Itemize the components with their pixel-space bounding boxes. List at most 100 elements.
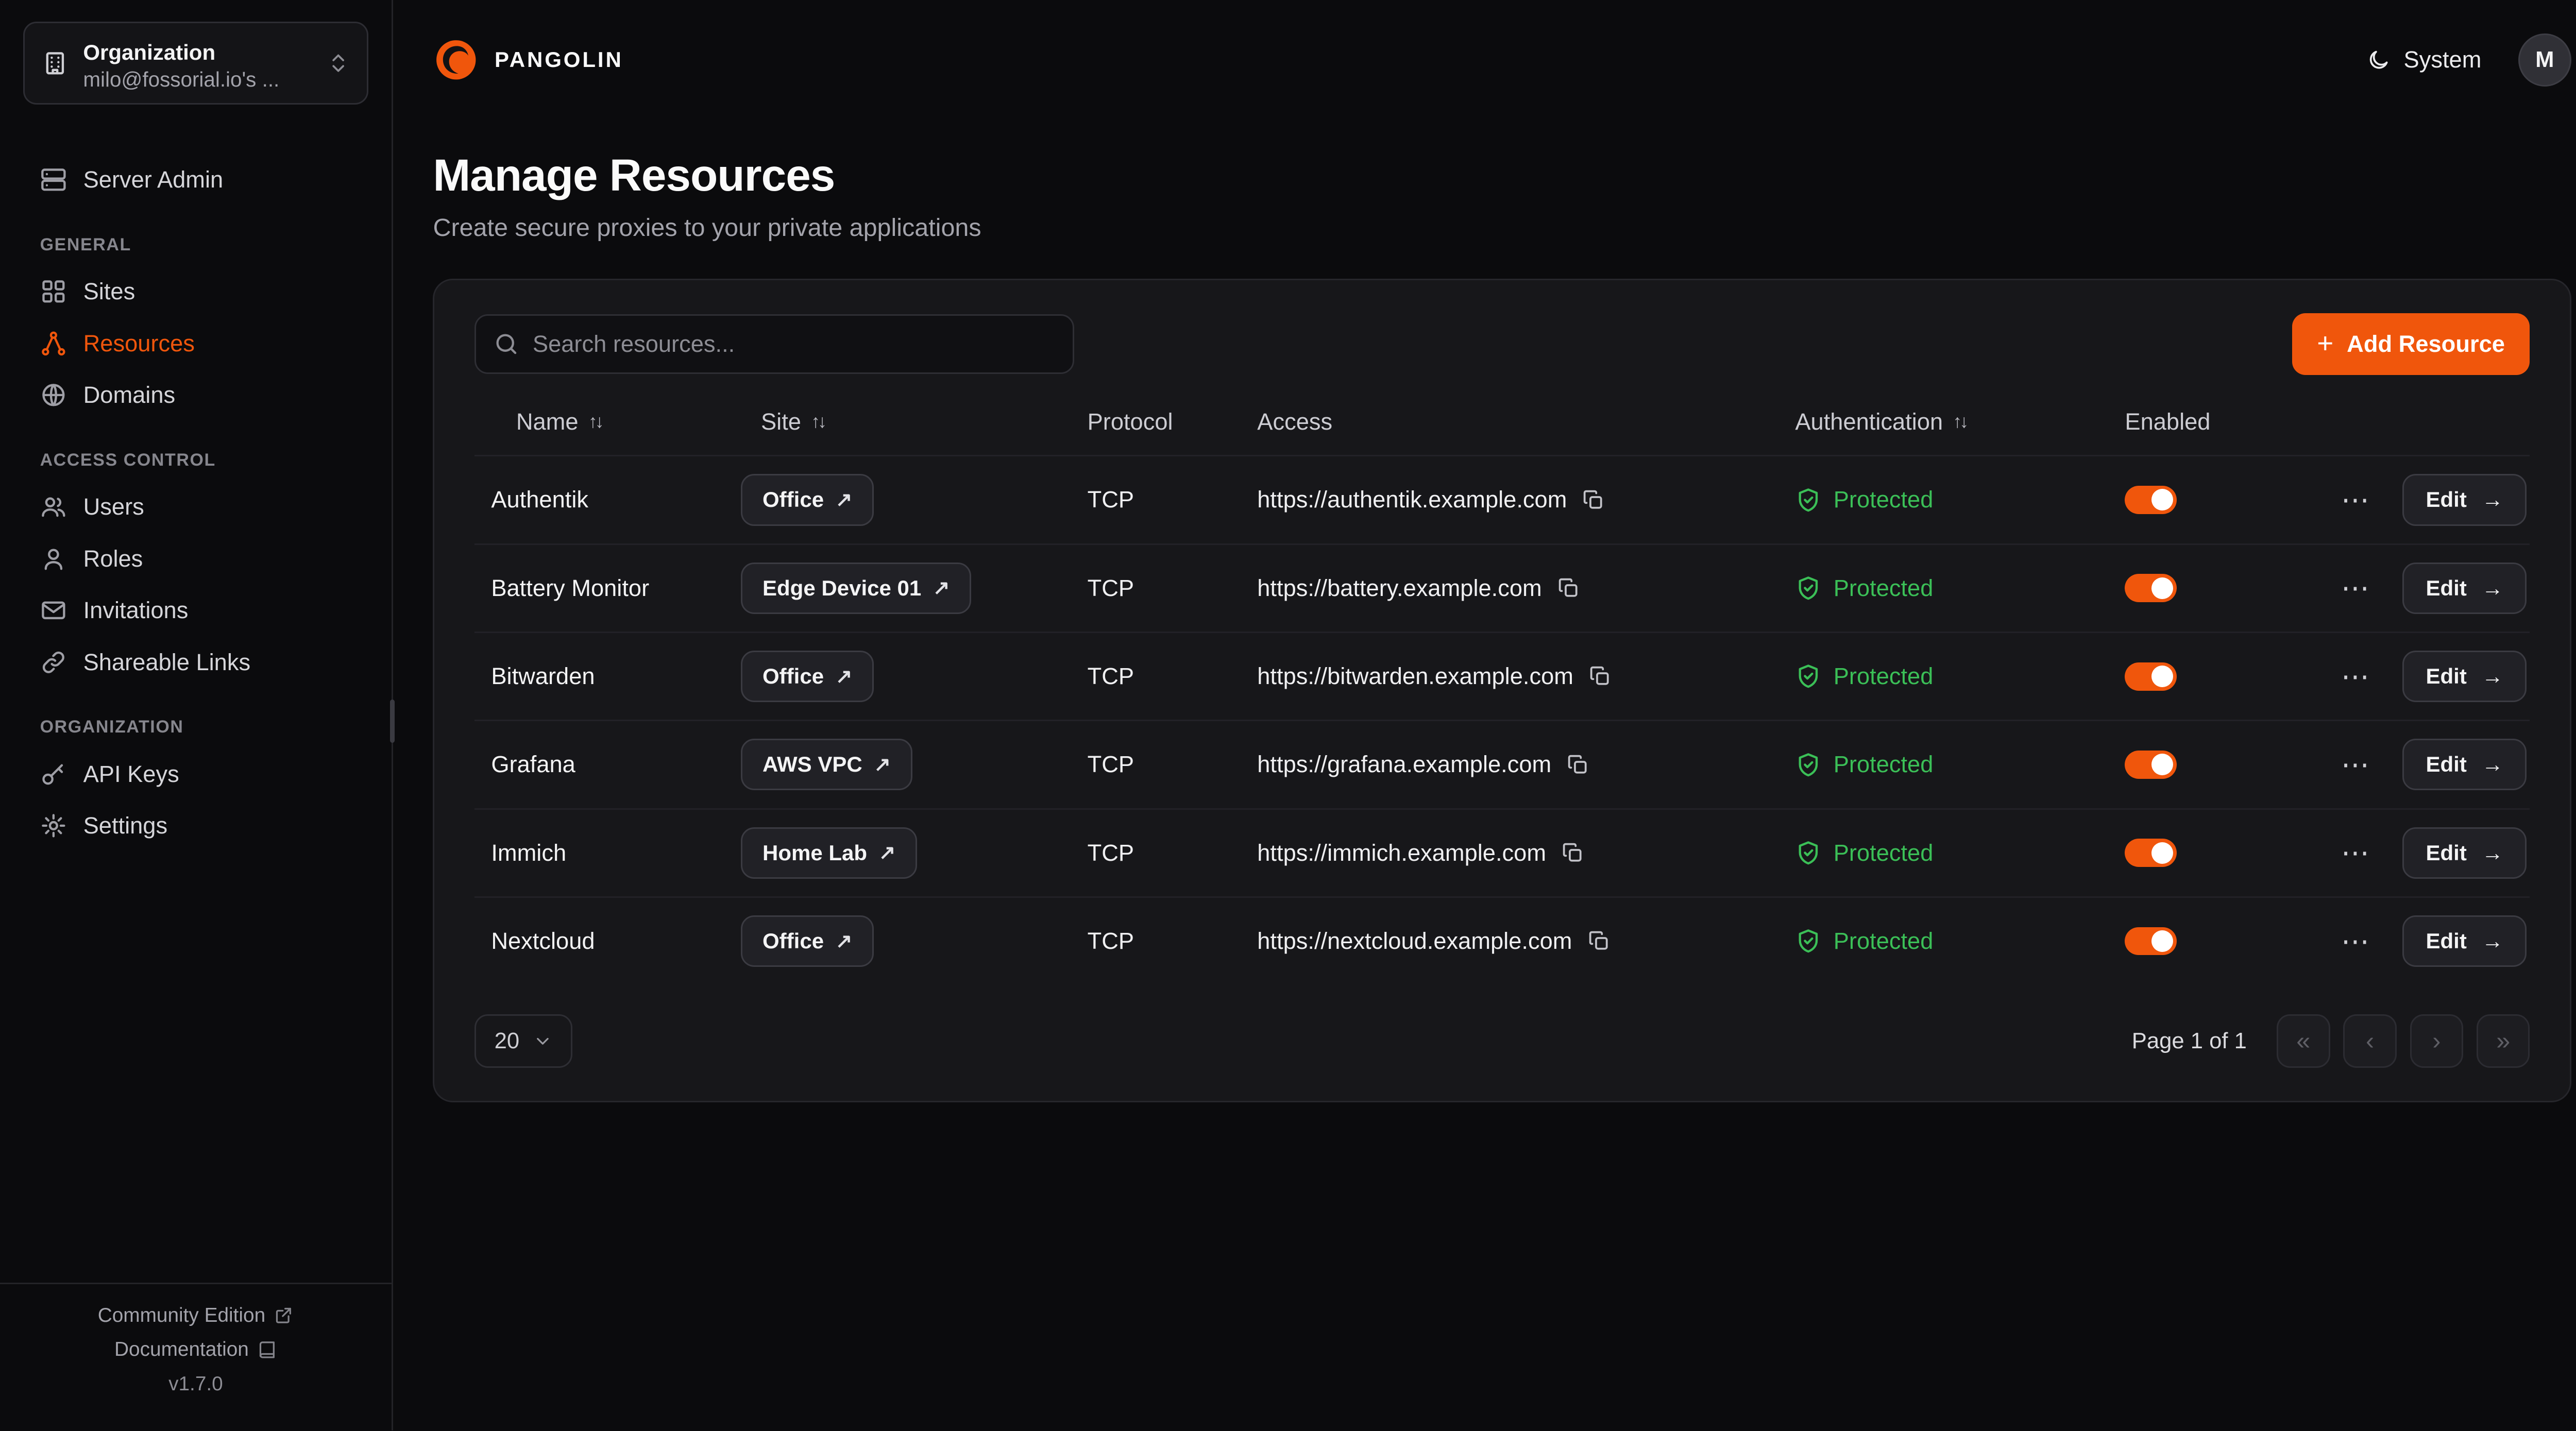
resource-protocol: TCP: [1087, 663, 1134, 690]
book-icon: [257, 1340, 277, 1360]
organization-selector[interactable]: Organization milo@fossorial.io's ...: [23, 22, 368, 105]
site-link-button[interactable]: Home Lab ↗: [741, 827, 917, 879]
sidebar-footer: Community Edition Documentation v1.7.0: [0, 1282, 392, 1430]
section-label-access-control: ACCESS CONTROL: [40, 450, 216, 470]
resource-protocol: TCP: [1087, 574, 1134, 601]
site-link-button[interactable]: Office ↗: [741, 474, 874, 526]
edit-button[interactable]: Edit →: [2402, 739, 2527, 791]
site-link-button[interactable]: AWS VPC ↗: [741, 739, 912, 791]
row-menu-button[interactable]: ⋯: [2337, 839, 2372, 867]
resource-access: https://grafana.example.com: [1257, 751, 1795, 778]
card-toolbar: + Add Resource: [474, 313, 2530, 375]
enabled-toggle[interactable]: [2125, 927, 2177, 956]
sidebar-item-server-admin[interactable]: Server Admin: [23, 155, 368, 205]
resources-icon: [40, 330, 67, 357]
role-icon: [40, 546, 67, 572]
resource-access: https://authentik.example.com: [1257, 486, 1795, 513]
resource-name: Authentik: [491, 486, 588, 513]
copy-icon[interactable]: [1557, 576, 1580, 600]
sort-icon: ↑↓: [811, 411, 827, 432]
table-row: Bitwarden Office ↗ TCP https://bitwarden…: [474, 631, 2530, 720]
search-input[interactable]: [474, 314, 1074, 374]
column-header-site[interactable]: Site ↑↓: [760, 408, 827, 435]
sidebar-item-label: Users: [83, 493, 144, 520]
enabled-toggle[interactable]: [2125, 574, 2177, 603]
resource-protocol: TCP: [1087, 839, 1134, 866]
enabled-toggle[interactable]: [2125, 750, 2177, 779]
page-size-select[interactable]: 20: [474, 1014, 573, 1068]
sidebar-item-api-keys[interactable]: API Keys: [23, 749, 368, 799]
copy-icon[interactable]: [1587, 929, 1611, 952]
row-menu-button[interactable]: ⋯: [2337, 750, 2372, 779]
edit-button[interactable]: Edit →: [2402, 562, 2527, 614]
avatar[interactable]: M: [2518, 33, 2571, 87]
row-menu-button[interactable]: ⋯: [2337, 662, 2372, 691]
enabled-toggle[interactable]: [2125, 485, 2177, 514]
first-page-button[interactable]: «: [2277, 1014, 2330, 1068]
edit-button[interactable]: Edit →: [2402, 827, 2527, 879]
site-link-button[interactable]: Edge Device 01 ↗: [741, 562, 972, 614]
resource-protocol: TCP: [1087, 928, 1134, 955]
edit-button[interactable]: Edit →: [2402, 474, 2527, 526]
table-row: Immich Home Lab ↗ TCP https://immich.exa…: [474, 808, 2530, 896]
arrow-right-icon: →: [2481, 487, 2503, 512]
moon-icon: [2367, 48, 2390, 72]
edit-button[interactable]: Edit →: [2402, 650, 2527, 703]
sidebar-item-label: Sites: [83, 278, 135, 305]
edit-button[interactable]: Edit →: [2402, 915, 2527, 967]
add-resource-button[interactable]: + Add Resource: [2292, 313, 2530, 375]
brand-name: PANGOLIN: [495, 47, 623, 72]
sidebar-item-roles[interactable]: Roles: [23, 534, 368, 584]
column-header-access: Access: [1257, 408, 1333, 435]
previous-page-button[interactable]: ‹: [2343, 1014, 2397, 1068]
theme-label: System: [2403, 46, 2482, 73]
sidebar-item-shareable-links[interactable]: Shareable Links: [23, 637, 368, 687]
copy-icon[interactable]: [1566, 753, 1589, 776]
plus-icon: +: [2317, 327, 2334, 360]
site-link-button[interactable]: Office ↗: [741, 650, 874, 703]
chevrons-up-down-icon: [327, 52, 350, 75]
site-link-button[interactable]: Office ↗: [741, 915, 874, 967]
sidebar-item-resources[interactable]: Resources: [23, 318, 368, 368]
enabled-toggle[interactable]: [2125, 662, 2177, 691]
theme-selector[interactable]: System: [2367, 46, 2481, 73]
building-icon: [42, 50, 69, 77]
row-menu-button[interactable]: ⋯: [2337, 927, 2372, 956]
community-edition-link[interactable]: Community Edition: [16, 1304, 375, 1327]
brand-logo[interactable]: PANGOLIN: [433, 37, 623, 83]
link-icon: [40, 649, 67, 676]
version-label: v1.7.0: [168, 1372, 223, 1395]
page-title: Manage Resources: [433, 150, 835, 200]
copy-icon[interactable]: [1588, 665, 1612, 688]
shield-check-icon: [1795, 487, 1822, 514]
sidebar-resize-handle[interactable]: [389, 699, 395, 743]
resource-name: Immich: [491, 839, 567, 866]
row-menu-button[interactable]: ⋯: [2337, 574, 2372, 602]
resource-access: https://battery.example.com: [1257, 575, 1795, 602]
table-row: Nextcloud Office ↗ TCP https://nextcloud…: [474, 896, 2530, 984]
next-page-button[interactable]: ›: [2410, 1014, 2464, 1068]
sidebar-item-invitations[interactable]: Invitations: [23, 585, 368, 635]
resource-protocol: TCP: [1087, 486, 1134, 513]
resource-name: Bitwarden: [491, 663, 595, 690]
column-header-authentication[interactable]: Authentication ↑↓: [1795, 408, 1969, 435]
copy-icon[interactable]: [1561, 841, 1584, 864]
users-icon: [40, 493, 67, 520]
copy-icon[interactable]: [1582, 488, 1605, 512]
row-menu-button[interactable]: ⋯: [2337, 485, 2372, 514]
shield-check-icon: [1795, 575, 1822, 602]
sort-icon: ↑↓: [1953, 411, 1969, 432]
sidebar-item-label: Resources: [83, 330, 195, 356]
table-row: Grafana AWS VPC ↗ TCP https://grafana.ex…: [474, 720, 2530, 808]
table-row: Battery Monitor Edge Device 01 ↗ TCP htt…: [474, 543, 2530, 632]
pagination: 20 Page 1 of 1 « ‹ › »: [474, 1014, 2530, 1068]
sidebar-item-settings[interactable]: Settings: [23, 800, 368, 850]
enabled-toggle[interactable]: [2125, 839, 2177, 867]
sidebar-item-domains[interactable]: Domains: [23, 370, 368, 420]
sidebar-item-users[interactable]: Users: [23, 482, 368, 532]
documentation-link[interactable]: Documentation: [16, 1338, 375, 1361]
column-header-name[interactable]: Name ↑↓: [516, 408, 604, 435]
resource-protocol: TCP: [1087, 751, 1134, 778]
sidebar-item-sites[interactable]: Sites: [23, 266, 368, 316]
last-page-button[interactable]: »: [2476, 1014, 2530, 1068]
